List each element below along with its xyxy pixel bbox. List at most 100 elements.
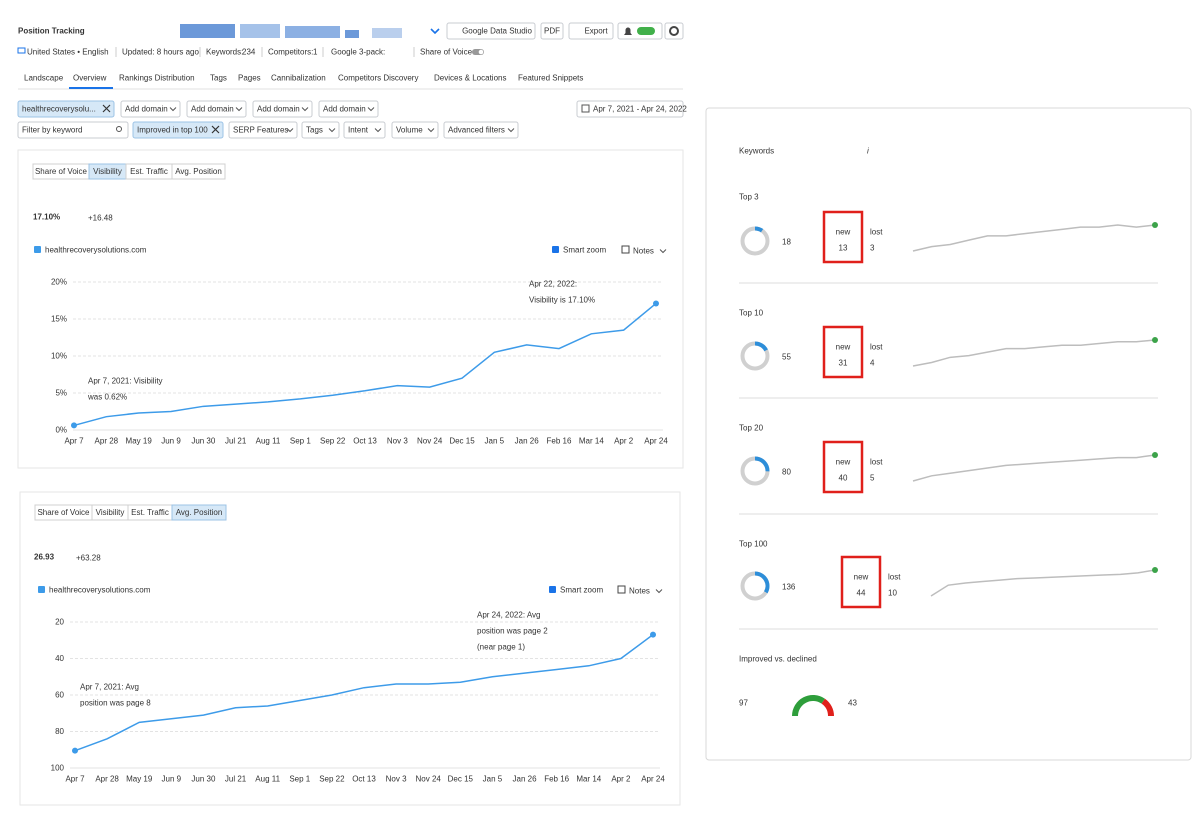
chart-tab-label[interactable]: Share of Voice xyxy=(35,167,88,176)
domain-chevron[interactable] xyxy=(430,28,440,35)
location-selector[interactable]: United States • English xyxy=(27,48,109,57)
x-tick-label: Jun 30 xyxy=(191,437,216,446)
x-tick-label: May 19 xyxy=(126,775,153,784)
legend-label: healthrecoverysolutions.com xyxy=(45,246,147,255)
nav-tab[interactable]: Pages xyxy=(238,74,261,83)
add-domain-dropdown[interactable] xyxy=(252,100,313,118)
chevron xyxy=(169,107,177,112)
nav-tab[interactable]: Rankings Distribution xyxy=(119,74,195,83)
x-tick-label: Dec 15 xyxy=(449,437,475,446)
domain-chip[interactable] xyxy=(17,100,115,118)
annotation: Apr 22, 2022: xyxy=(529,280,577,289)
chart-panel xyxy=(17,149,684,469)
three-pack-label: Google 3-pack: xyxy=(331,48,385,57)
highlight-box xyxy=(822,210,864,264)
y-tick-label: 0% xyxy=(55,426,67,435)
remove-icon[interactable] xyxy=(211,125,220,134)
date-range-label: Apr 7, 2021 - Apr 24, 2022 xyxy=(593,105,687,114)
header-button[interactable] xyxy=(446,22,536,40)
chevron xyxy=(374,128,382,133)
metric-value: 17.10% xyxy=(33,213,60,222)
x-tick-label: Jul 21 xyxy=(225,437,247,446)
nav-tab[interactable]: Landscape xyxy=(24,74,64,83)
domain-chip-label: healthrecoverysolu... xyxy=(22,105,96,114)
filter-chip-label: Improved in top 100 xyxy=(137,126,208,135)
sparkline-end xyxy=(1152,567,1158,573)
add-domain-dropdown[interactable] xyxy=(186,100,247,118)
header-button-label[interactable]: Google Data Studio xyxy=(462,27,532,36)
chart-tab[interactable] xyxy=(171,163,226,180)
header-button[interactable] xyxy=(568,22,614,40)
sparkline-end xyxy=(1152,452,1158,458)
lost-count: 10 xyxy=(888,589,897,598)
x-tick-label: Jun 9 xyxy=(162,775,182,784)
header-button-label[interactable]: PDF xyxy=(544,27,560,36)
nav-tab[interactable]: Tags xyxy=(210,74,227,83)
chart-tab-label[interactable]: Avg. Position xyxy=(175,167,222,176)
chart-tab-label[interactable]: Visibility xyxy=(96,508,125,517)
x-tick-label: Nov 3 xyxy=(387,437,408,446)
highlight-box xyxy=(822,440,864,494)
settings-button[interactable] xyxy=(664,22,684,40)
updated-info: Updated: 8 hours ago xyxy=(122,48,199,57)
nav-tab[interactable]: Competitors Discovery xyxy=(338,74,418,83)
filter-dropdown[interactable] xyxy=(391,121,439,139)
header-button-label[interactable]: Export xyxy=(584,27,608,36)
end-point xyxy=(650,631,656,638)
x-tick-label: Apr 7 xyxy=(65,775,85,784)
share-of-voice-label: Share of Voice xyxy=(420,48,473,57)
chart-panel xyxy=(19,491,681,806)
notes-button[interactable]: Notes xyxy=(629,587,650,596)
ring-arc xyxy=(754,571,770,594)
panel-title: Keywords xyxy=(739,147,774,156)
declined-count: 43 xyxy=(848,699,857,708)
competitors-label: Competitors: xyxy=(268,48,313,57)
chart-tab-label[interactable]: Est. Traffic xyxy=(131,508,169,517)
date-range-picker[interactable] xyxy=(576,100,684,118)
x-tick-label: Apr 24 xyxy=(641,775,665,784)
nav-tab[interactable]: Overview xyxy=(73,74,107,83)
monitor-icon xyxy=(17,47,26,54)
filter-dropdown[interactable] xyxy=(301,121,340,139)
filter-dropdown[interactable] xyxy=(443,121,519,139)
chart-tab-label[interactable]: Avg. Position xyxy=(176,508,223,517)
add-domain-dropdown[interactable] xyxy=(318,100,379,118)
lost-label: lost xyxy=(870,458,883,467)
add-domain-dropdown[interactable] xyxy=(120,100,181,118)
filter-dropdown[interactable] xyxy=(343,121,386,139)
lost-label: lost xyxy=(870,228,883,237)
new-count: 44 xyxy=(857,589,866,598)
annotation: Apr 7, 2021: Visibility xyxy=(88,377,163,386)
sparkline-end xyxy=(1152,222,1158,228)
filter-chip[interactable] xyxy=(132,121,224,139)
keyword-count: 80 xyxy=(782,468,791,477)
chart-tab-label[interactable]: Est. Traffic xyxy=(130,167,168,176)
chart-tab[interactable] xyxy=(171,504,227,521)
lost-label: lost xyxy=(888,573,901,582)
ring-arc xyxy=(754,341,768,352)
y-tick-label: 40 xyxy=(55,654,64,663)
end-point xyxy=(72,747,78,754)
keyword-filter-placeholder: Filter by keyword xyxy=(22,126,82,135)
row-label: Top 10 xyxy=(739,309,764,318)
chart-tab-label[interactable]: Visibility xyxy=(93,167,122,176)
smart-zoom-label: Smart zoom xyxy=(560,586,603,595)
nav-tab[interactable]: Devices & Locations xyxy=(434,74,506,83)
x-tick-label: Jan 26 xyxy=(515,437,540,446)
remove-icon[interactable] xyxy=(102,104,111,113)
legend-checkbox[interactable] xyxy=(38,586,45,593)
lost-count: 5 xyxy=(870,474,875,483)
smart-zoom-checkbox[interactable] xyxy=(552,246,559,253)
notes-button[interactable]: Notes xyxy=(633,247,654,256)
chevron xyxy=(427,128,435,133)
legend-checkbox[interactable] xyxy=(34,246,41,253)
filter-dropdown[interactable] xyxy=(228,121,298,139)
nav-tab[interactable]: Featured Snippets xyxy=(518,74,583,83)
x-tick-label: Apr 28 xyxy=(95,775,119,784)
nav-tab[interactable]: Cannibalization xyxy=(271,74,326,83)
header-button[interactable] xyxy=(540,22,564,40)
smart-zoom-checkbox[interactable] xyxy=(549,586,556,593)
chart-tab-label[interactable]: Share of Voice xyxy=(37,508,90,517)
keyword-filter-input[interactable] xyxy=(17,121,129,139)
